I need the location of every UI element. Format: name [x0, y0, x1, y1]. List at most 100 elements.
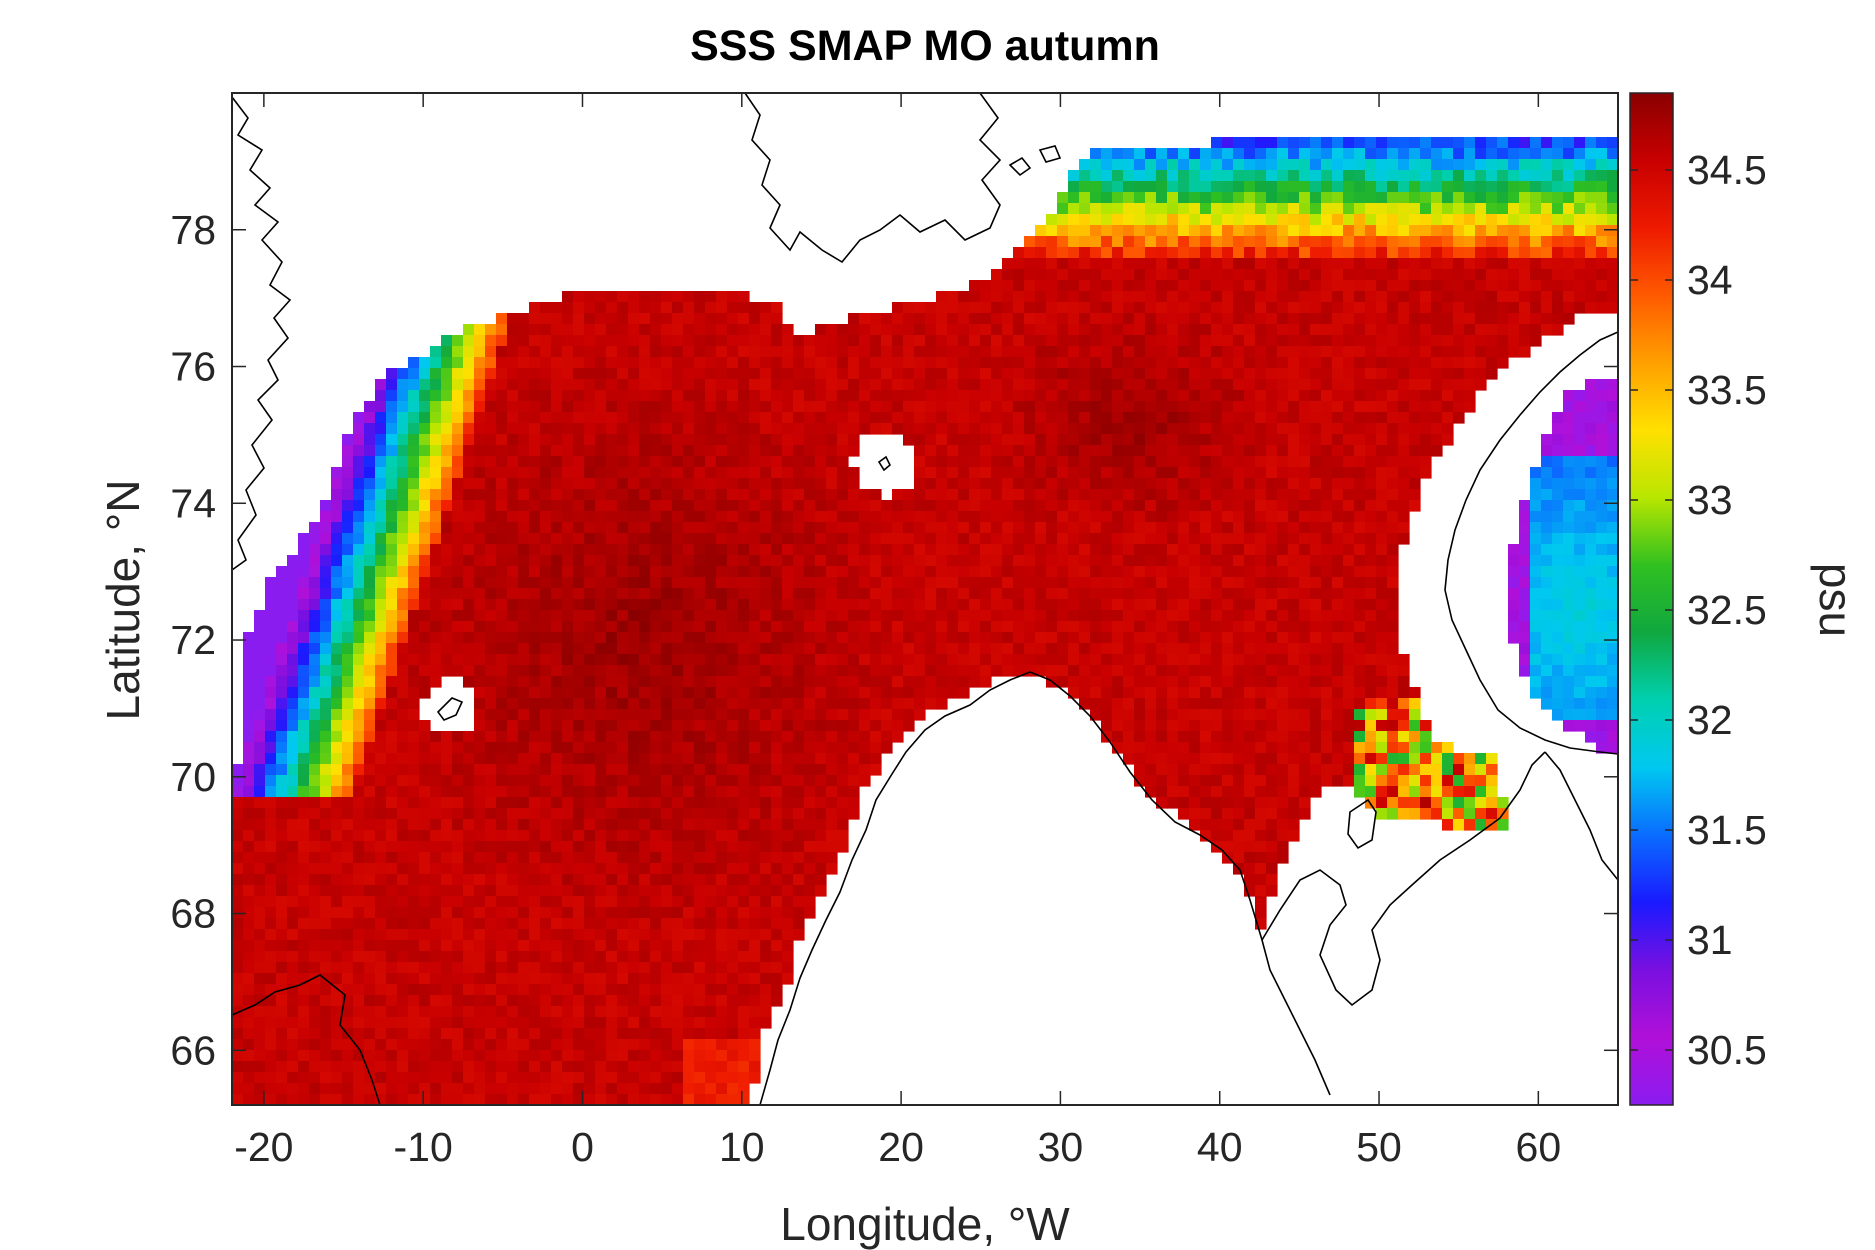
salinity-cell: [496, 643, 508, 655]
salinity-cell: [870, 577, 882, 589]
salinity-cell: [826, 368, 838, 380]
salinity-cell: [1288, 456, 1300, 468]
salinity-cell: [1178, 665, 1190, 677]
salinity-cell: [1376, 159, 1388, 171]
salinity-cell: [463, 577, 475, 589]
salinity-cell: [1321, 346, 1333, 358]
salinity-cell: [716, 731, 728, 743]
salinity-cell: [1574, 214, 1586, 226]
salinity-cell: [1332, 148, 1344, 160]
salinity-cell: [815, 489, 827, 501]
salinity-cell: [606, 610, 618, 622]
salinity-cell: [1420, 313, 1432, 325]
salinity-cell: [1178, 588, 1190, 600]
salinity-cell: [1519, 225, 1531, 237]
salinity-cell: [1222, 148, 1234, 160]
salinity-cell: [1079, 214, 1091, 226]
salinity-cell: [650, 368, 662, 380]
salinity-cell: [342, 555, 354, 567]
salinity-cell: [452, 654, 464, 666]
salinity-cell: [1079, 456, 1091, 468]
salinity-cell: [1552, 566, 1564, 578]
salinity-cell: [1156, 280, 1168, 292]
salinity-cell: [1585, 522, 1597, 534]
salinity-cell: [1585, 610, 1597, 622]
salinity-cell: [947, 324, 959, 336]
salinity-cell: [1343, 566, 1355, 578]
salinity-cell: [1112, 335, 1124, 347]
salinity-cell: [749, 379, 761, 391]
salinity-cell: [1321, 467, 1333, 479]
salinity-cell: [903, 401, 915, 413]
salinity-cell: [1057, 566, 1069, 578]
salinity-cell: [1266, 335, 1278, 347]
salinity-cell: [1013, 621, 1025, 633]
salinity-cell: [1486, 181, 1498, 193]
salinity-cell: [1200, 500, 1212, 512]
salinity-cell: [1002, 632, 1014, 644]
salinity-cell: [1255, 676, 1267, 688]
salinity-cell: [1156, 665, 1168, 677]
salinity-cell: [408, 478, 420, 490]
salinity-cell: [1607, 522, 1618, 534]
salinity-cell: [870, 643, 882, 655]
salinity-cell: [628, 467, 640, 479]
salinity-cell: [1134, 676, 1146, 688]
salinity-cell: [870, 610, 882, 622]
salinity-cell: [463, 401, 475, 413]
salinity-cell: [1310, 302, 1322, 314]
salinity-cell: [749, 401, 761, 413]
salinity-cell: [1266, 445, 1278, 457]
salinity-cell: [1288, 280, 1300, 292]
salinity-cell: [1409, 324, 1421, 336]
salinity-cell: [1552, 555, 1564, 567]
salinity-cell: [265, 720, 277, 732]
salinity-cell: [1354, 148, 1366, 160]
salinity-cell: [331, 599, 343, 611]
salinity-cell: [1002, 544, 1014, 556]
salinity-cell: [430, 632, 442, 644]
salinity-cell: [1277, 203, 1289, 215]
salinity-cell: [573, 643, 585, 655]
salinity-cell: [705, 335, 717, 347]
salinity-cell: [1057, 555, 1069, 567]
salinity-cell: [1343, 632, 1355, 644]
salinity-cell: [848, 566, 860, 578]
salinity-cell: [1178, 489, 1190, 501]
salinity-cell: [694, 390, 706, 402]
salinity-cell: [760, 555, 772, 567]
salinity-cell: [1585, 544, 1597, 556]
salinity-cell: [1354, 731, 1366, 743]
salinity-cell: [936, 423, 948, 435]
salinity-cell: [936, 401, 948, 413]
salinity-cell: [892, 599, 904, 611]
salinity-cell: [562, 412, 574, 424]
salinity-cell: [1046, 643, 1058, 655]
salinity-cell: [342, 687, 354, 699]
salinity-cell: [441, 335, 453, 347]
salinity-cell: [507, 335, 519, 347]
salinity-cell: [980, 313, 992, 325]
salinity-cell: [914, 533, 926, 545]
salinity-cell: [1409, 445, 1421, 457]
salinity-cell: [1046, 467, 1058, 479]
salinity-cell: [1035, 489, 1047, 501]
salinity-cell: [1420, 379, 1432, 391]
salinity-cell: [617, 368, 629, 380]
salinity-cell: [1211, 533, 1223, 545]
salinity-cell: [1178, 214, 1190, 226]
salinity-cell: [1079, 500, 1091, 512]
salinity-cell: [804, 533, 816, 545]
salinity-cell: [1541, 544, 1553, 556]
salinity-cell: [1156, 533, 1168, 545]
salinity-cell: [1101, 698, 1113, 710]
salinity-cell: [606, 731, 618, 743]
salinity-cell: [1211, 335, 1223, 347]
salinity-cell: [276, 632, 288, 644]
salinity-cell: [1332, 302, 1344, 314]
salinity-cell: [782, 632, 794, 644]
salinity-cell: [1552, 269, 1564, 281]
salinity-cell: [672, 346, 684, 358]
salinity-cell: [1156, 621, 1168, 633]
salinity-cell: [1376, 489, 1388, 501]
